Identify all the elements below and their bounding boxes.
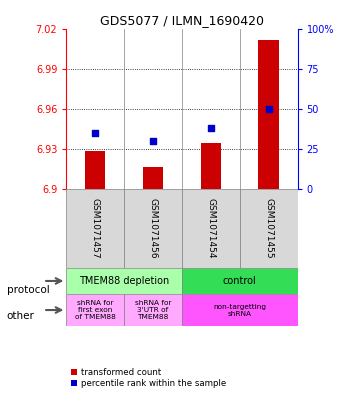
Text: GSM1071454: GSM1071454 [206,198,215,259]
Point [266,106,271,112]
Bar [182,268,298,294]
Bar [258,40,279,189]
Bar [182,294,298,326]
Point [92,130,98,136]
Bar [66,294,124,326]
Text: shRNA for
first exon
of TMEM88: shRNA for first exon of TMEM88 [75,300,116,320]
Bar [85,151,105,189]
Text: control: control [223,276,257,286]
Text: GSM1071456: GSM1071456 [149,198,157,259]
Point [150,138,156,144]
Point [208,125,214,131]
Text: protocol: protocol [7,285,50,295]
Bar [66,189,124,268]
Bar [240,189,298,268]
Bar [124,189,182,268]
Bar [66,268,182,294]
Bar [143,167,163,189]
Title: GDS5077 / ILMN_1690420: GDS5077 / ILMN_1690420 [100,14,264,27]
Text: TMEM88 depletion: TMEM88 depletion [79,276,169,286]
Bar [182,189,240,268]
Text: shRNA for
3'UTR of
TMEM88: shRNA for 3'UTR of TMEM88 [135,300,171,320]
Text: other: other [7,311,35,321]
Bar [124,294,182,326]
Text: GSM1071455: GSM1071455 [264,198,273,259]
Legend: transformed count, percentile rank within the sample: transformed count, percentile rank withi… [71,367,227,389]
Text: GSM1071457: GSM1071457 [91,198,100,259]
Bar [201,143,221,189]
Text: non-targetting
shRNA: non-targetting shRNA [213,303,266,316]
